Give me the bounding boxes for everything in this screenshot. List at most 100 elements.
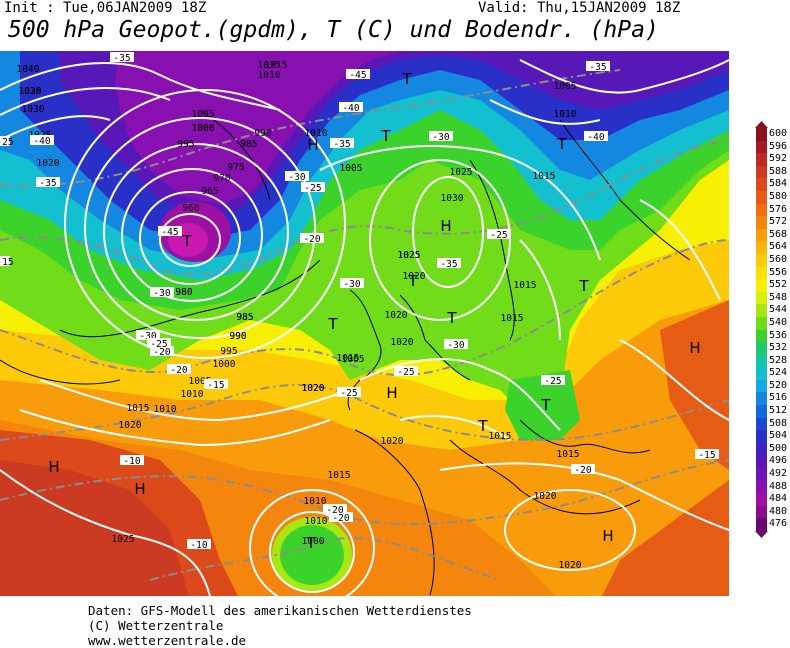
scale-row: 484	[752, 493, 788, 506]
scale-row: 576	[752, 203, 788, 217]
scale-swatch	[756, 216, 767, 229]
temp-label: -25	[340, 388, 357, 399]
isobar-label: 965	[201, 186, 218, 197]
scale-value-label: 516	[769, 392, 788, 404]
scale-row: 540	[752, 316, 788, 330]
scale-swatch	[756, 165, 767, 179]
temp-label: -15	[0, 257, 14, 268]
scale-swatch	[756, 241, 767, 254]
scale-value-label: 480	[769, 505, 788, 517]
scale-row: 532	[752, 342, 788, 355]
isobar-label: 1020	[559, 560, 582, 571]
isobar-label: 1020	[302, 383, 325, 394]
temp-label: -25	[0, 137, 14, 148]
scale-value-label: 508	[769, 417, 788, 429]
low-pressure-marker: T	[401, 70, 412, 88]
temp-label: -40	[587, 132, 604, 143]
scale-swatch	[756, 480, 767, 494]
isobar-label: 985	[236, 312, 253, 323]
scale-row: 528	[752, 354, 788, 368]
scale-row: 520	[752, 379, 788, 393]
scale-swatch	[756, 140, 767, 154]
high-pressure-marker: H	[386, 384, 397, 402]
scale-swatch	[756, 392, 767, 406]
scale-value-label: 552	[769, 279, 788, 291]
scale-swatch	[756, 304, 767, 317]
isobar-label: 1015	[265, 60, 288, 71]
scale-rows: 600 596 592 588 584 580 576 572 568 564 560 556 552 5…	[752, 128, 788, 531]
weather-map-svg: 1040 1035 1030 1025 1020 1015 1010 1005 …	[0, 51, 729, 596]
isobar-label: 1000	[213, 359, 236, 370]
scale-row: 588	[752, 165, 788, 179]
low-pressure-marker: T	[327, 315, 338, 333]
scale-row: 568	[752, 228, 788, 242]
init-time-label: Init : Tue,06JAN2009 18Z	[4, 0, 207, 16]
temp-label: -10	[190, 540, 207, 551]
isobar-label: 1010	[305, 516, 328, 527]
scale-value-label: 568	[769, 228, 788, 240]
scale-value-label: 596	[769, 140, 788, 152]
isobar-label: 1040	[17, 64, 40, 75]
isobar-label: 995	[177, 139, 194, 150]
scale-row: 524	[752, 367, 788, 380]
temp-label: -45	[161, 227, 178, 238]
isobar-label: 1010	[258, 70, 281, 81]
temp-label: -25	[397, 367, 414, 378]
scale-swatch	[756, 367, 767, 380]
scale-row: 596	[752, 140, 788, 154]
scale-value-label: 484	[769, 493, 788, 505]
scale-swatch	[756, 291, 767, 305]
scale-value-label: 524	[769, 367, 788, 379]
footer-copyright: (C) Wetterzentrale	[88, 618, 224, 633]
scale-value-label: 512	[769, 405, 788, 417]
isobar-label: 1020	[37, 158, 60, 169]
scale-value-label: 572	[769, 216, 788, 228]
scale-swatch	[756, 430, 767, 443]
temp-label: -15	[698, 450, 715, 461]
isobar-label: 975	[227, 162, 244, 173]
isobar-label: 1020	[381, 436, 404, 447]
scale-row: 536	[752, 329, 788, 343]
scale-swatch	[756, 190, 767, 204]
low-pressure-marker: T	[556, 135, 567, 153]
temp-label: -15	[207, 380, 224, 391]
scale-value-label: 548	[769, 291, 788, 303]
footer-website-link[interactable]: www.wetterzentrale.de	[88, 633, 247, 648]
scale-swatch	[756, 342, 767, 355]
scale-value-label: 584	[769, 178, 788, 190]
temp-label: -45	[349, 70, 366, 81]
temp-label: -35	[333, 139, 350, 150]
temp-label: -35	[589, 62, 606, 73]
scale-row: 564	[752, 241, 788, 254]
scale-row: 552	[752, 279, 788, 292]
scale-row: 592	[752, 153, 788, 166]
scale-swatch	[756, 518, 767, 531]
scale-swatch	[756, 253, 767, 267]
scale-value-label: 476	[769, 518, 788, 530]
high-pressure-marker: H	[689, 339, 700, 357]
scale-swatch	[756, 468, 767, 481]
isobar-label: 1010	[181, 389, 204, 400]
scale-value-label: 544	[769, 304, 788, 316]
isobar-label: 970	[213, 173, 230, 184]
isobar-label: 1000	[192, 123, 215, 134]
scale-row: 508	[752, 417, 788, 431]
temp-label: -25	[490, 230, 507, 241]
temp-label: -30	[139, 331, 156, 342]
temp-label: -20	[332, 513, 349, 524]
isobar-label: 1020	[403, 271, 426, 282]
isobar-label: 980	[175, 287, 192, 298]
scale-row: 488	[752, 480, 788, 494]
scale-value-label: 576	[769, 203, 788, 215]
high-pressure-marker: H	[307, 136, 318, 154]
isobar-label: 1015	[258, 60, 281, 71]
high-pressure-marker: H	[602, 527, 613, 545]
scale-down-arrow-icon	[755, 531, 768, 538]
low-pressure-marker: T	[181, 232, 192, 250]
geopotential-fill	[0, 51, 729, 596]
scale-row: 560	[752, 253, 788, 267]
isobar-label: 1015	[337, 353, 360, 364]
isobar-label: 1020	[534, 491, 557, 502]
scale-swatch	[756, 178, 767, 191]
scale-row: 516	[752, 392, 788, 406]
